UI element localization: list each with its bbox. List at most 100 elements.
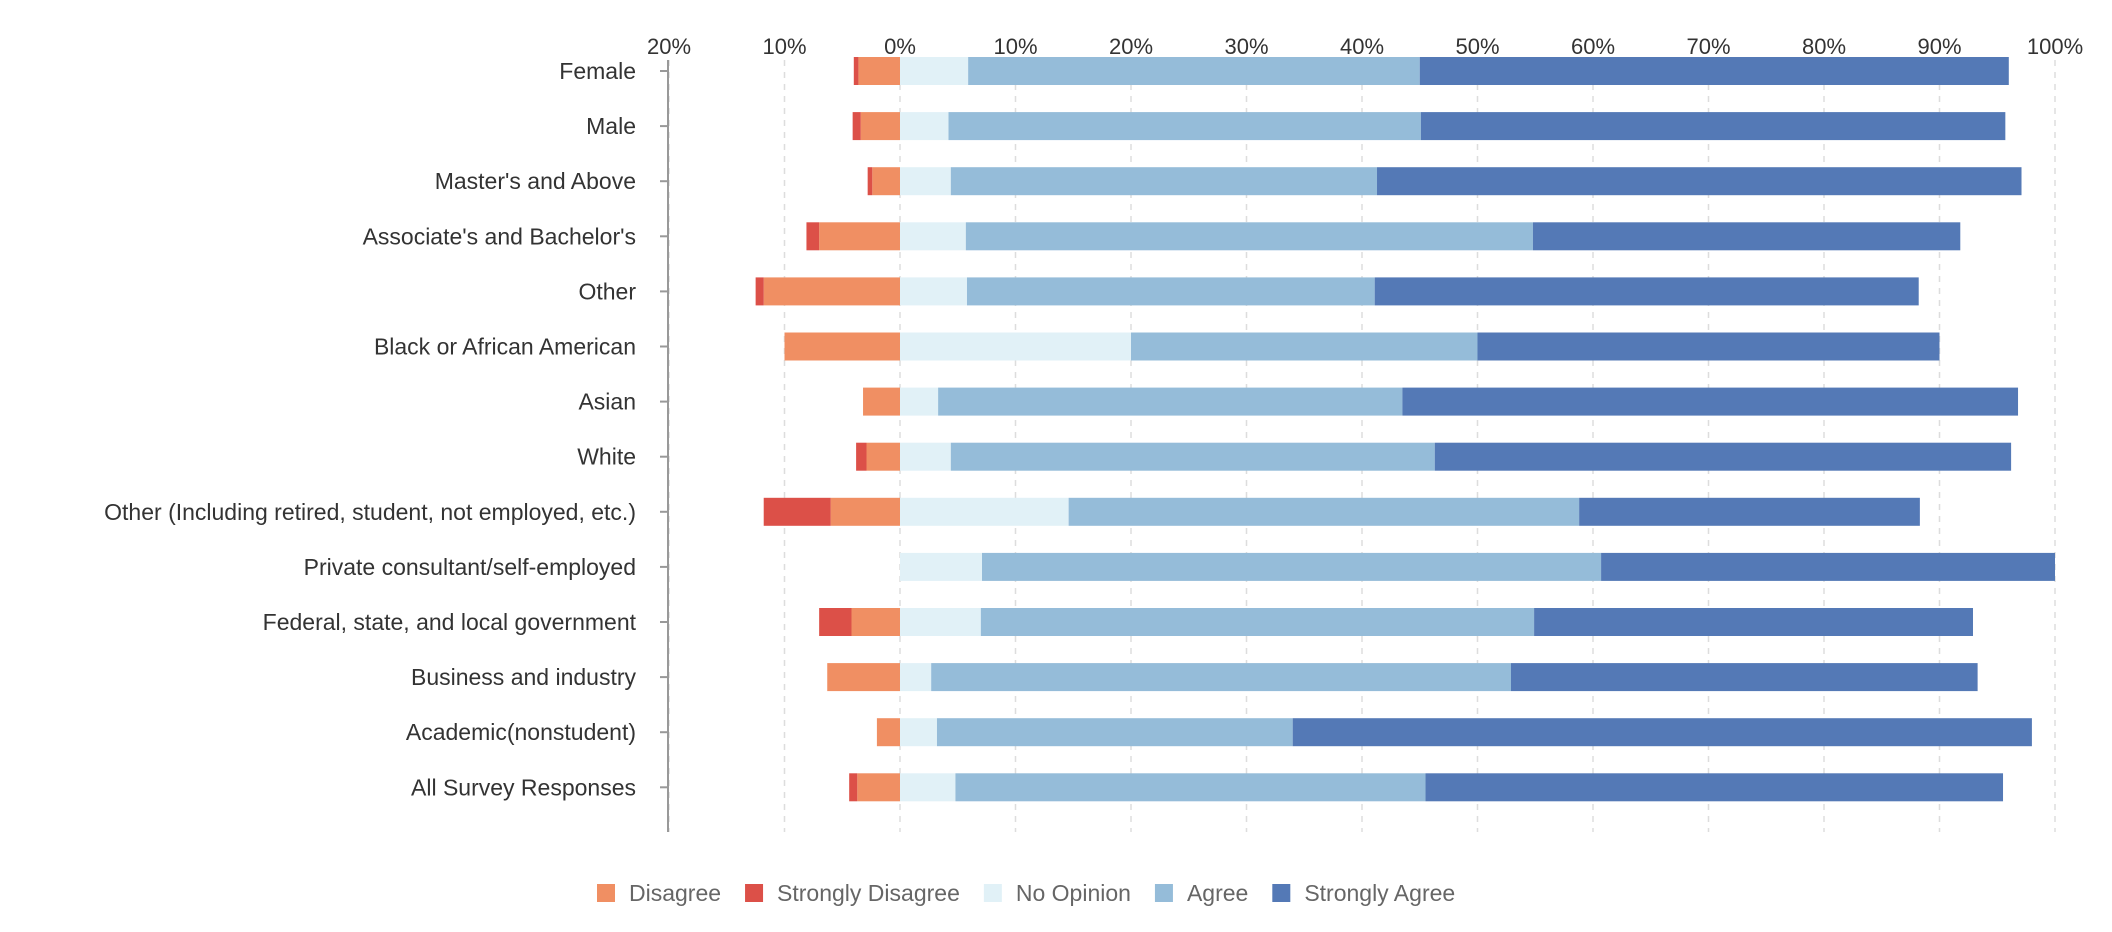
bar-agree-other-including-retired-student-not-employed-etc xyxy=(1068,497,1580,526)
bar-no-opinion-asian xyxy=(900,387,939,416)
bar-strongly-agree-male xyxy=(1420,112,2006,141)
bar-no-opinion-academic-nonstudent xyxy=(900,718,937,747)
bar-strongly-disagree-all-survey-responses xyxy=(849,773,858,802)
bar-no-opinion-federal-state-and-local-government xyxy=(900,608,981,636)
bar-no-opinion-female xyxy=(900,57,969,85)
legend-swatch-strongly-disagree xyxy=(745,884,764,902)
bar-strongly-agree-all-survey-responses xyxy=(1425,773,2004,802)
legend-label-no-opinion: No Opinion xyxy=(1016,880,1131,906)
bar-strongly-disagree-white xyxy=(856,442,867,471)
legend-swatch-no-opinion xyxy=(983,884,1002,902)
x-tick-label: 10% xyxy=(762,34,806,59)
category-label: Other (Including retired, student, not e… xyxy=(104,499,636,525)
bar-disagree-other-including-retired-student-not-employed-etc xyxy=(830,497,900,526)
category-label: Academic(nonstudent) xyxy=(406,719,636,745)
bar-strongly-agree-academic-nonstudent xyxy=(1292,718,2032,747)
bar-no-opinion-white xyxy=(900,442,951,471)
x-tick-label: 30% xyxy=(1224,34,1268,59)
legend-swatch-disagree xyxy=(597,884,615,902)
x-tick-label: 0% xyxy=(884,34,916,59)
bar-no-opinion-male xyxy=(900,112,949,141)
bar-agree-male xyxy=(948,112,1421,141)
bar-disagree-asian xyxy=(863,387,900,416)
category-label: Associate's and Bachelor's xyxy=(363,223,636,249)
legend-swatch-agree xyxy=(1154,884,1173,902)
bar-disagree-associate-s-and-bachelor-s xyxy=(819,222,900,251)
bar-no-opinion-master-s-and-above xyxy=(900,167,951,196)
bar-strongly-disagree-other xyxy=(755,277,764,306)
x-tick-label: 90% xyxy=(1917,34,1961,59)
bar-no-opinion-business-and-industry xyxy=(900,663,932,692)
bar-strongly-agree-black-or-african-american xyxy=(1477,332,1940,361)
bar-strongly-disagree-associate-s-and-bachelor-s xyxy=(806,222,820,251)
category-label: Asian xyxy=(578,389,636,415)
bar-strongly-disagree-master-s-and-above xyxy=(867,167,873,196)
bar-strongly-agree-private-consultant-self-employed xyxy=(1601,552,2055,581)
bar-strongly-agree-other-including-retired-student-not-employed-etc xyxy=(1579,497,1920,526)
bar-agree-other xyxy=(966,277,1375,306)
bar-agree-private-consultant-self-employed xyxy=(982,552,1602,581)
category-label: Private consultant/self-employed xyxy=(304,554,636,580)
bar-strongly-agree-associate-s-and-bachelor-s xyxy=(1532,222,1961,251)
bar-agree-associate-s-and-bachelor-s xyxy=(965,222,1533,251)
legend: Disagree Strongly Disagree No Opinion Agree… xyxy=(597,880,1455,906)
category-label: All Survey Responses xyxy=(411,774,636,800)
y-axis xyxy=(660,60,669,832)
legend-label-disagree: Disagree xyxy=(629,880,721,906)
legend-label-strongly-agree: Strongly Agree xyxy=(1304,880,1455,906)
bar-strongly-disagree-other-including-retired-student-not-employed-etc xyxy=(763,497,831,526)
category-label: Male xyxy=(586,113,636,139)
bar-disagree-male xyxy=(860,112,900,141)
category-label: White xyxy=(577,444,636,470)
x-tick-label: 100% xyxy=(2027,34,2083,59)
bar-disagree-business-and-industry xyxy=(827,663,900,692)
x-tick-label: 60% xyxy=(1571,34,1615,59)
bar-strongly-disagree-federal-state-and-local-government xyxy=(819,608,852,636)
bar-agree-master-s-and-above xyxy=(950,167,1378,196)
bar-no-opinion-associate-s-and-bachelor-s xyxy=(900,222,966,251)
category-label: Other xyxy=(578,278,636,304)
bar-no-opinion-other xyxy=(900,277,967,306)
bars xyxy=(755,57,2055,802)
category-label: Black or African American xyxy=(374,334,636,360)
x-tick-label: 10% xyxy=(993,34,1037,59)
bar-strongly-agree-business-and-industry xyxy=(1510,663,1978,692)
bar-strongly-disagree-male xyxy=(852,112,861,141)
x-tick-label: 80% xyxy=(1802,34,1846,59)
bar-disagree-white xyxy=(866,442,900,471)
bar-strongly-disagree-female xyxy=(853,57,859,85)
bar-agree-female xyxy=(968,57,1420,85)
bar-disagree-academic-nonstudent xyxy=(876,718,900,747)
bar-agree-white xyxy=(950,442,1435,471)
bar-disagree-all-survey-responses xyxy=(857,773,900,802)
x-tick-label: 40% xyxy=(1340,34,1384,59)
legend-label-agree: Agree xyxy=(1187,880,1248,906)
bar-no-opinion-all-survey-responses xyxy=(900,773,956,802)
category-label: Master's and Above xyxy=(435,168,636,194)
x-tick-label: 70% xyxy=(1686,34,1730,59)
bar-agree-academic-nonstudent xyxy=(936,718,1293,747)
category-label: Business and industry xyxy=(411,664,637,690)
bar-no-opinion-other-including-retired-student-not-employed-etc xyxy=(900,497,1069,526)
x-tick-label: 50% xyxy=(1455,34,1499,59)
bar-agree-black-or-african-american xyxy=(1131,332,1478,361)
bar-strongly-agree-other xyxy=(1374,277,1919,306)
bar-no-opinion-black-or-african-american xyxy=(900,332,1131,361)
bar-agree-asian xyxy=(938,387,1403,416)
bar-strongly-agree-white xyxy=(1434,442,2012,471)
x-axis-ticks: 20% 10% 0% 10% 20% 30% 40% 50% 60% 70% 80% 90% 100% xyxy=(647,34,2083,59)
category-label: Federal, state, and local government xyxy=(263,609,637,635)
bar-disagree-master-s-and-above xyxy=(872,167,900,196)
x-tick-label: 20% xyxy=(647,34,691,59)
legend-swatch-strongly-agree xyxy=(1272,884,1291,902)
bar-agree-all-survey-responses xyxy=(955,773,1426,802)
bar-strongly-agree-asian xyxy=(1402,387,2019,416)
bar-strongly-agree-female xyxy=(1419,57,2009,85)
bar-disagree-female xyxy=(858,57,900,85)
category-label: Female xyxy=(559,58,636,84)
bar-strongly-agree-master-s-and-above xyxy=(1377,167,2022,196)
bar-strongly-agree-federal-state-and-local-government xyxy=(1534,608,1973,636)
bar-disagree-other xyxy=(763,277,900,306)
bar-agree-federal-state-and-local-government xyxy=(980,608,1535,636)
